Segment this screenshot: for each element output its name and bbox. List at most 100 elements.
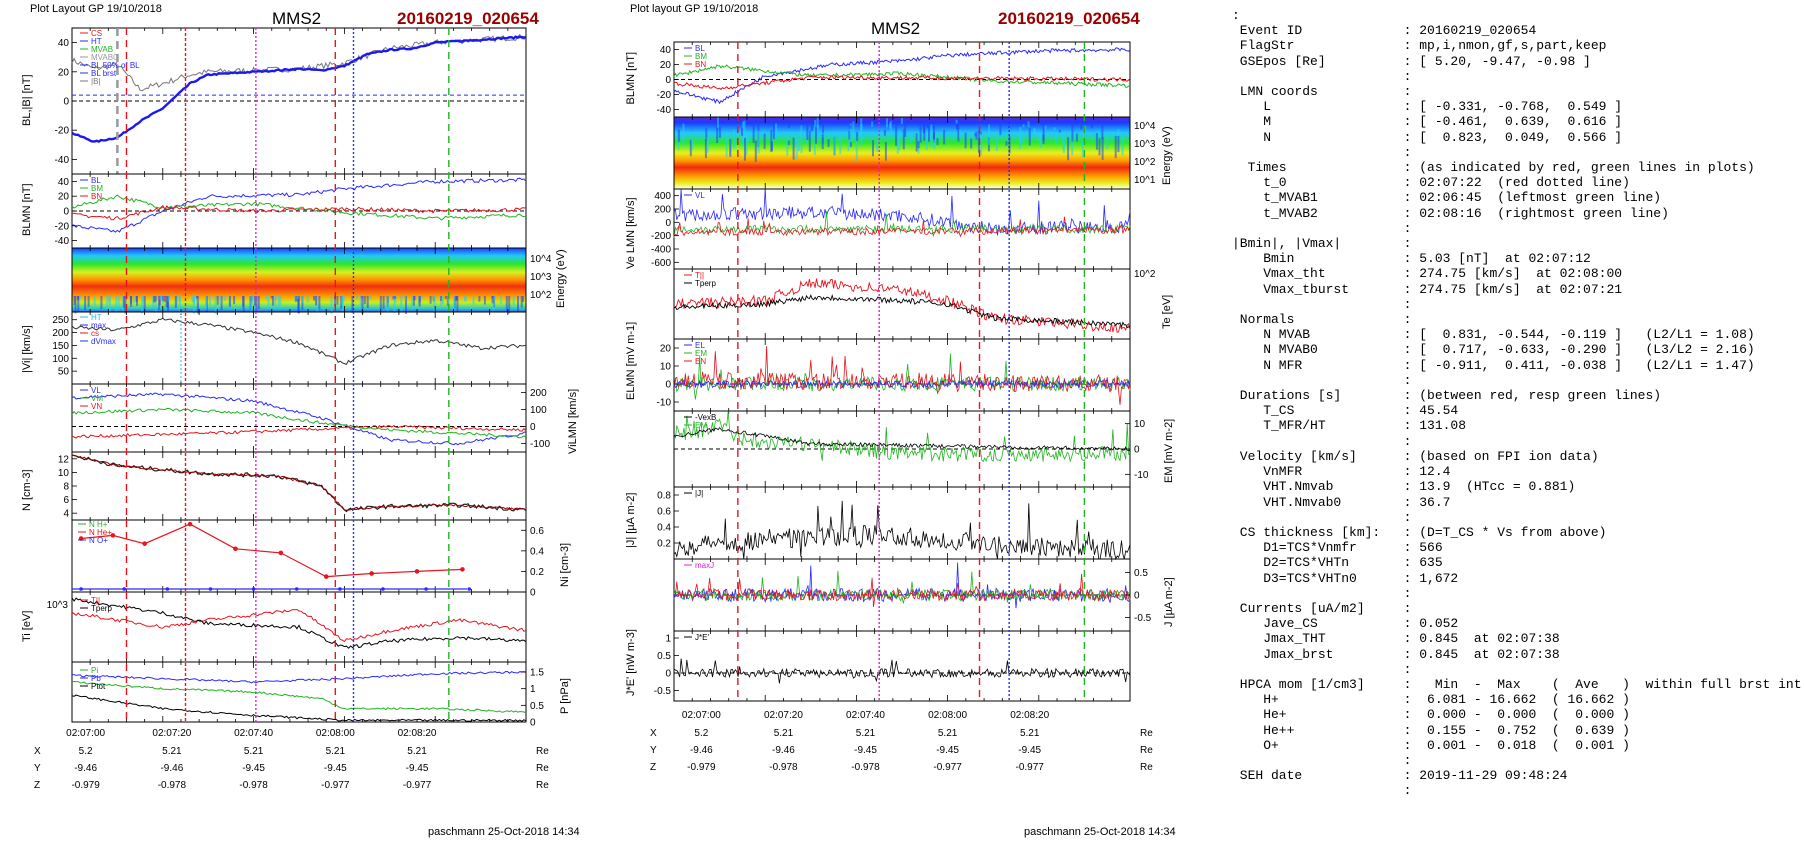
pressure-y-tick: 1.5 <box>530 668 544 679</box>
spectrogram-speckle <box>512 296 515 305</box>
spectrogram-speckle <box>141 296 144 314</box>
time-tick-label: 02:07:20 <box>152 728 191 739</box>
spectrogram-speckle <box>1021 138 1024 144</box>
hplus-point <box>187 521 193 527</box>
spectrogram-speckle <box>93 296 96 306</box>
mid-position-value: 5.21 <box>856 728 876 739</box>
j-mag-y-tick: 0.6 <box>657 507 671 518</box>
spectrogram-speckle <box>821 133 824 150</box>
te-y-tick: 10^2 <box>1134 269 1156 280</box>
ti-T||-line <box>71 608 527 643</box>
info-line: Jave_CS : 0.052 <box>1232 616 1459 632</box>
left-spacecraft-title: MMS2 <box>272 9 322 28</box>
spectrogram-speckle <box>1039 133 1042 148</box>
spectrogram-speckle <box>1008 135 1011 154</box>
spectrogram-speckle <box>274 296 277 301</box>
b-y-tick: 40 <box>58 38 70 49</box>
vi-mag-y-tick: 250 <box>52 315 69 326</box>
oplus-point <box>122 587 127 591</box>
vilmn-y-tick: 200 <box>530 388 547 399</box>
spectrogram-speckle <box>455 296 458 301</box>
mid-blmn-y-tick: 20 <box>660 60 672 71</box>
spectrogram-speckle <box>174 296 177 309</box>
spectrogram-speckle <box>216 296 219 305</box>
spectrogram-speckle <box>220 296 223 311</box>
spectrogram-speckle <box>265 296 268 300</box>
info-line: : <box>1232 509 1412 525</box>
info-line: VHT.Nmvab : 13.9 (HTcc = 0.881) <box>1232 479 1576 495</box>
legend-label: BN <box>695 60 706 69</box>
vilmn-y-tick: 0 <box>530 422 536 433</box>
spectrogram-speckle <box>143 296 146 313</box>
middle-footer: paschmann 25-Oct-2018 14:34 <box>1024 826 1176 838</box>
spectrogram-speckle <box>847 142 850 152</box>
position-value: 5.2 <box>79 746 93 757</box>
position-value: -9.46 <box>160 763 183 774</box>
spectrogram-speckle <box>359 296 362 308</box>
spectrogram-speckle <box>393 296 396 313</box>
spectrogram-speckle <box>957 118 960 142</box>
spectrogram-speckle <box>366 296 369 308</box>
legend-label: VN <box>91 402 102 411</box>
oplus-point <box>338 587 342 591</box>
event-info-panel: : Event ID : 20160219_020654 FlagStr : m… <box>1232 8 1802 799</box>
spectrogram-speckle <box>224 296 227 301</box>
pressure-panel-frame <box>71 661 527 723</box>
spectrogram-speckle <box>441 296 444 305</box>
hpca-panel-frame <box>71 519 527 593</box>
vi-mag-y-tick: 150 <box>52 341 69 352</box>
mid-position-value: -0.978 <box>769 762 798 773</box>
j-mag-y-tick: 0.4 <box>657 523 671 534</box>
spectrogram-speckle <box>682 132 685 147</box>
spectrogram-speckle <box>900 117 903 124</box>
spectrogram-speckle <box>689 139 692 157</box>
density-panel-frame <box>71 451 527 521</box>
info-line: : <box>1232 783 1412 799</box>
spectrogram-speckle <box>196 296 198 299</box>
time-tick-label: 02:07:40 <box>234 728 273 739</box>
spectrogram-speckle <box>1054 133 1057 145</box>
legend-label: HT <box>91 37 102 46</box>
spectrogram-speckle <box>214 296 217 314</box>
spectrogram-speckle <box>115 296 118 313</box>
legend-label: VL <box>91 386 101 395</box>
spectrogram-speckle <box>108 296 111 303</box>
spectrogram-speckle <box>318 296 321 310</box>
spectrogram-speckle <box>733 129 736 149</box>
spectrogram-speckle <box>959 129 961 138</box>
spectrogram-speckle <box>413 296 416 301</box>
info-line: HPCA mom [1/cm3] : Min - Max ( Ave ) wit… <box>1232 676 1802 692</box>
legend-label: EL <box>695 341 705 350</box>
te-par-line <box>673 278 1131 333</box>
pressure-Pi-line <box>71 680 527 714</box>
left-plot-header: Plot Layout GP 19/10/2018 <box>30 3 162 15</box>
jn-line <box>673 573 1131 607</box>
spectrogram-speckle <box>508 296 511 314</box>
position-value: -9.45 <box>242 763 265 774</box>
info-line: D2=TCS*VHTn : 635 <box>1232 555 1443 571</box>
ti-Tperp-line <box>71 597 527 649</box>
spectrogram-speckle <box>464 296 466 302</box>
spectrogram-speckle <box>855 138 858 162</box>
info-line: Velocity [km/s] : (based on FPI ion data… <box>1232 448 1599 464</box>
spectrogram-speckle <box>330 296 333 314</box>
b-ylabel: BL,|B| [nT] <box>21 74 33 126</box>
spectrogram-speckle <box>369 296 372 300</box>
spectrogram-speckle <box>943 129 946 145</box>
em-y-tick: 0 <box>1134 445 1140 456</box>
oplus-point <box>251 587 256 591</box>
oplus-point <box>208 587 213 591</box>
oplus-point <box>424 587 428 591</box>
mid-spectrogram-y-tick: 10^3 <box>1134 139 1156 150</box>
spectrogram-speckle <box>833 133 836 156</box>
spectrogram-speckle <box>394 296 396 299</box>
pressure-y-tick: 0 <box>530 718 536 729</box>
oplus-point <box>79 587 83 591</box>
je-y-tick: 0 <box>665 669 671 680</box>
spectrogram-speckle <box>1075 133 1078 142</box>
spectrogram-speckle <box>803 131 806 137</box>
spectrogram-speckle <box>412 296 415 306</box>
b-y-tick: -20 <box>55 126 70 137</box>
spectrogram-speckle <box>257 296 260 310</box>
position-value: -9.46 <box>74 763 97 774</box>
